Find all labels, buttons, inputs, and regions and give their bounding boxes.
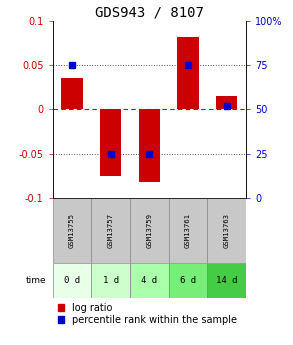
Bar [91,198,130,264]
Bar [139,109,160,182]
Text: 14 d: 14 d [216,276,238,285]
Bar [62,78,83,109]
Bar [130,198,169,264]
Text: GSM13761: GSM13761 [185,213,191,248]
Title: GDS943 / 8107: GDS943 / 8107 [95,6,204,20]
Text: 4 d: 4 d [141,276,158,285]
Bar [130,264,169,298]
Bar [207,264,246,298]
Bar [178,37,199,109]
Bar [91,264,130,298]
Bar [169,264,207,298]
Text: GSM13757: GSM13757 [108,213,114,248]
Bar [53,264,91,298]
Legend: log ratio, percentile rank within the sample: log ratio, percentile rank within the sa… [54,299,241,329]
Bar [216,96,237,109]
Bar [169,198,207,264]
Text: GSM13759: GSM13759 [146,213,152,248]
Text: 1 d: 1 d [103,276,119,285]
Bar [53,198,91,264]
Bar [207,198,246,264]
Text: 0 d: 0 d [64,276,80,285]
Text: 6 d: 6 d [180,276,196,285]
Bar [100,109,121,176]
Text: time: time [26,276,46,285]
Text: GSM13763: GSM13763 [224,213,230,248]
Text: GSM13755: GSM13755 [69,213,75,248]
